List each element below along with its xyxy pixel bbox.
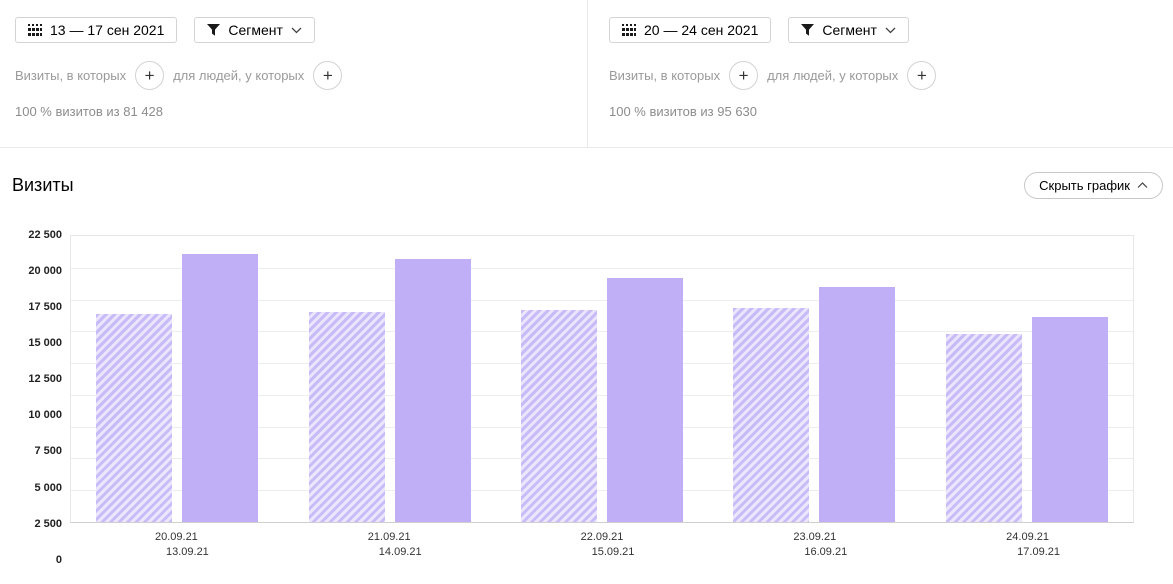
x-axis-label: 20.09.21 13.09.21	[154, 531, 209, 558]
segment-panel-b: 20 — 24 сен 2021 Сегмент Визиты, в котор…	[587, 0, 1173, 147]
add-visit-filter-button-a[interactable]: +	[135, 61, 165, 90]
calendar-icon	[28, 23, 42, 36]
x-axis-label: 22.09.21 15.09.21	[580, 531, 635, 558]
bar-group	[708, 236, 920, 522]
plot-area	[70, 235, 1134, 523]
chart-section-header: Визиты Скрыть график	[0, 148, 1173, 199]
gridline	[71, 426, 1133, 428]
bar-hatched[interactable]	[96, 313, 173, 522]
y-axis-tick-label: 15 000	[28, 337, 62, 350]
bar-hatched[interactable]	[733, 308, 810, 522]
y-axis-tick-label: 7 500	[34, 445, 62, 458]
funnel-icon	[207, 24, 221, 36]
chevron-down-icon	[885, 27, 896, 33]
add-people-filter-button-b[interactable]: +	[907, 61, 937, 90]
plot-wrap: 20.09.21 13.09.21 21.09.21 14.09.21 22.09.21…	[70, 235, 1134, 560]
y-axis-tick-label: 10 000	[28, 409, 62, 422]
visits-summary-b: 100 % визитов из 95 630	[609, 104, 758, 119]
segment-button-a[interactable]: Сегмент	[194, 17, 315, 43]
filter-visits-label-a: Визиты, в которых	[15, 68, 127, 83]
bar-group	[71, 236, 283, 522]
gridline	[71, 267, 1133, 269]
bar-solid[interactable]	[394, 258, 471, 522]
bar-hatched[interactable]	[521, 309, 598, 522]
y-axis-tick-label: 5 000	[34, 481, 62, 494]
y-axis-tick-label: 0	[55, 553, 62, 566]
segment-button-b[interactable]: Сегмент	[788, 17, 909, 43]
gridline	[71, 331, 1133, 333]
y-axis-tick-label: 12 500	[28, 373, 62, 386]
bar-solid[interactable]	[1031, 317, 1108, 522]
segment-a-filters: Визиты, в которых + для людей, у которых…	[15, 61, 587, 90]
date-range-button-b[interactable]: 20 — 24 сен 2021	[609, 17, 772, 43]
gridline	[71, 363, 1133, 365]
y-axis-tick-label: 20 000	[28, 265, 62, 278]
funnel-icon	[801, 24, 815, 36]
gridline	[71, 490, 1133, 492]
hide-chart-label: Скрыть график	[1039, 178, 1130, 193]
filter-visits-label-b: Визиты, в которых	[609, 68, 721, 83]
date-range-label-a: 13 — 17 сен 2021	[50, 22, 165, 38]
x-axis-label: 21.09.21 14.09.21	[367, 531, 422, 558]
y-axis: 22 500 20 000 17 500 15 000 12 500 10 000 7 50…	[12, 229, 62, 566]
visits-summary-a: 100 % визитов из 81 428	[15, 104, 164, 119]
chevron-down-icon	[291, 27, 302, 33]
segment-label-a: Сегмент	[228, 22, 283, 38]
bar-solid[interactable]	[819, 286, 896, 522]
segment-b-controls: 20 — 24 сен 2021 Сегмент	[609, 17, 1173, 43]
date-range-label-b: 20 — 24 сен 2021	[644, 22, 759, 38]
segment-a-controls: 13 — 17 сен 2021 Сегмент	[15, 17, 587, 43]
segment-panel-a: 13 — 17 сен 2021 Сегмент Визиты, в котор…	[0, 0, 587, 147]
segment-label-b: Сегмент	[822, 22, 877, 38]
filter-people-label-b: для людей, у которых	[767, 68, 899, 83]
x-axis-labels: 20.09.21 13.09.21 21.09.21 14.09.21 22.09.21…	[70, 530, 1134, 560]
y-axis-tick-label: 2 500	[34, 517, 62, 530]
gridline	[71, 458, 1133, 460]
x-axis-label: 24.09.21 17.09.21	[1006, 531, 1060, 558]
comparison-header: 13 — 17 сен 2021 Сегмент Визиты, в котор…	[0, 0, 1173, 148]
bar-group	[496, 236, 708, 522]
visits-chart: 22 500 20 000 17 500 15 000 12 500 10 000 7 50…	[0, 229, 1173, 566]
chevron-up-icon	[1137, 182, 1148, 188]
bar-hatched[interactable]	[945, 333, 1022, 522]
bar-group	[283, 236, 495, 522]
bar-hatched[interactable]	[308, 312, 385, 522]
y-axis-tick-label: 17 500	[28, 301, 62, 314]
page-title: Визиты	[12, 175, 74, 195]
gridline	[71, 394, 1133, 396]
segment-b-filters: Визиты, в которых + для людей, у которых…	[609, 61, 1173, 90]
gridline	[71, 299, 1133, 301]
x-axis-label: 23.09.21 16.09.21	[793, 531, 848, 558]
calendar-icon	[622, 23, 636, 36]
hide-chart-button[interactable]: Скрыть график	[1024, 172, 1163, 199]
date-range-button-a[interactable]: 13 — 17 сен 2021	[15, 17, 178, 43]
add-visit-filter-button-b[interactable]: +	[729, 61, 759, 90]
y-axis-tick-label: 22 500	[28, 229, 62, 241]
filter-people-label-a: для людей, у которых	[173, 68, 305, 83]
bar-solid[interactable]	[607, 277, 684, 522]
bar-group	[921, 236, 1133, 522]
add-people-filter-button-a[interactable]: +	[313, 61, 343, 90]
bar-solid[interactable]	[182, 253, 259, 522]
